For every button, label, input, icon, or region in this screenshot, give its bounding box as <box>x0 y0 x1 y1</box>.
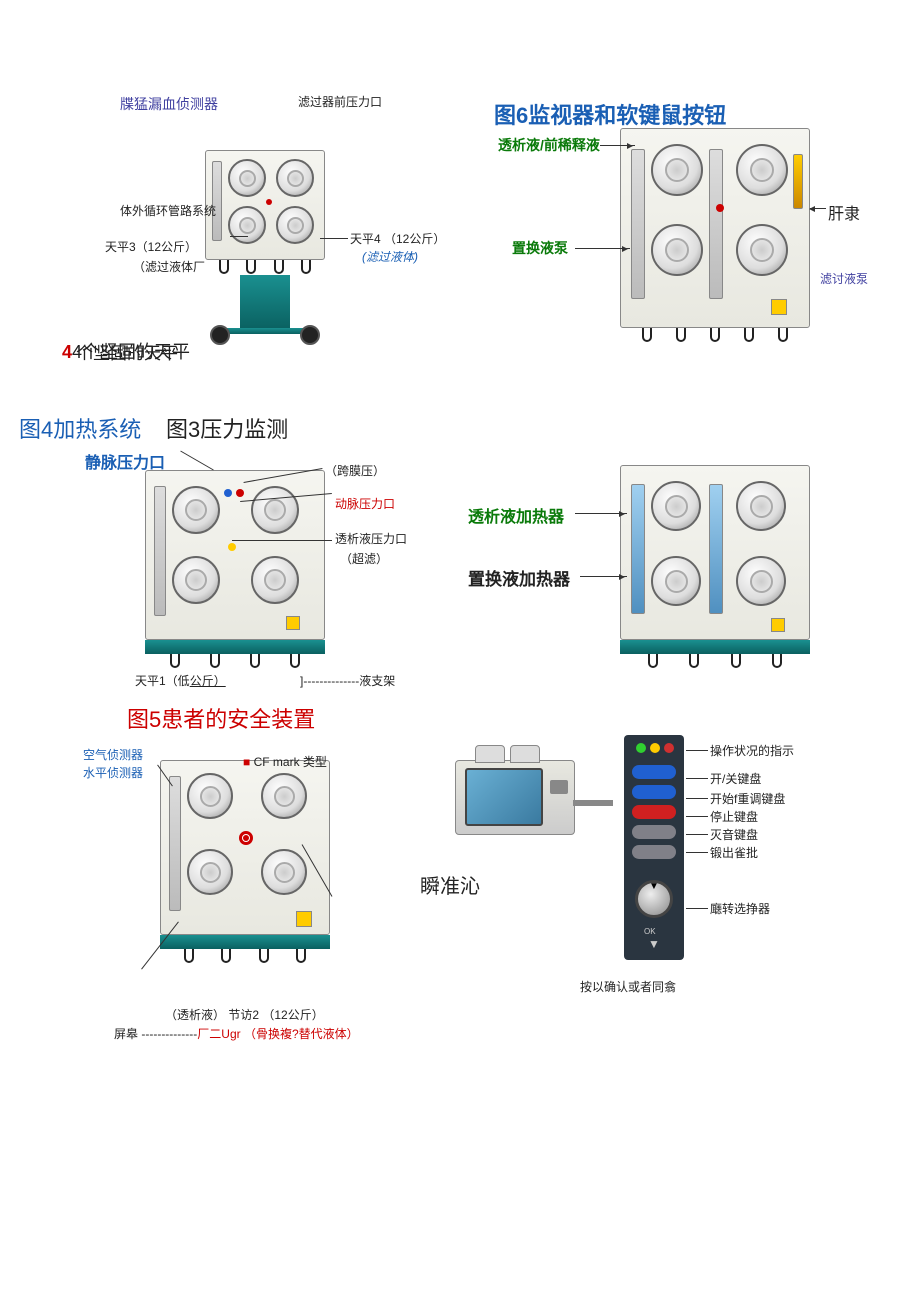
exit-label: 锻出雀批 <box>710 844 758 861</box>
footer-line2: 屏皋 --------------厂二Ugr （骨换複?替代液体） <box>114 1025 359 1042</box>
dialysate-predilution-label: 透析液/前稀释液 <box>498 135 600 155</box>
start-label: 开始f重调键盘 <box>710 790 785 807</box>
status-label: 操作状况的指示 <box>710 742 794 759</box>
fig4-title: 图4加热系统 <box>19 412 141 444</box>
rotary-selector[interactable] <box>635 880 673 918</box>
extracorp-circuit-label: 体外循环管路系统 <box>120 202 216 219</box>
filtrate-pump-label: 滤讨液泵 <box>820 270 868 287</box>
four-scales-text: 个坚固的天平 <box>76 339 178 364</box>
prefilter-pressure-label: 滤过器前压力口 <box>298 93 382 110</box>
rotary-label: 廰转选挣器 <box>710 900 770 917</box>
scale3-label: 天平3（12公斤） <box>105 238 197 255</box>
air-detector-label: 空气侦测器 <box>83 746 143 763</box>
dialysate-port-label: 透析液压力口 <box>335 530 407 547</box>
ultrafilt-label: （超滤） <box>340 550 388 567</box>
fig6-title: 图6监视器和软键鼠按钮 <box>494 98 804 130</box>
fig2-machine <box>620 128 820 348</box>
cf-mark-label: ■ CF mark 类型 <box>243 753 327 770</box>
fig5-machine <box>160 760 340 960</box>
fig4-machine <box>620 465 820 660</box>
venous-port-label: 静脉压力口 <box>85 449 165 473</box>
footer-line1: （透析液） 节访2 （12公斤） <box>165 1006 324 1023</box>
start-button[interactable] <box>632 785 676 799</box>
sub-pump-label: 置换液泵 <box>512 238 568 258</box>
zhun-label: 瞬准沁 <box>420 870 480 899</box>
arterial-port-label: 动脉压力口 <box>335 495 395 512</box>
on-off-label: 开/关键盘 <box>710 770 761 787</box>
stop-label: 停止键盘 <box>710 808 758 825</box>
fig3-title: 图3压力监测 <box>166 412 288 444</box>
tmp-label: （跨膜压） <box>325 462 385 479</box>
leak-detector-label: 牒猛漏血侦测器 <box>120 94 218 114</box>
exit-button[interactable] <box>632 845 676 859</box>
confirm-label: 按以确认或者同翕 <box>580 978 676 995</box>
dialysate-heater-label: 透析液加热器 <box>468 503 564 527</box>
scale1-label: 天平1（低公斤） <box>135 672 226 689</box>
on-off-button[interactable] <box>632 765 676 779</box>
bracket-label: ]--------------液支架 <box>300 672 395 689</box>
mute-button[interactable] <box>632 825 676 839</box>
control-panel: OK ▼ <box>624 735 684 960</box>
fig1-machine <box>205 150 335 350</box>
sub-heater-label: 置换液加热器 <box>468 565 570 590</box>
heparin-label: 肝隶 <box>828 200 860 224</box>
scale4-label: 天平4 （12公斤） <box>350 230 445 247</box>
stop-button[interactable] <box>632 805 676 819</box>
scale3-sub-label: （滤过液体厂 <box>133 258 205 275</box>
level-detector-label: 水平侦测器 <box>83 764 143 781</box>
fig6-console <box>455 740 635 850</box>
mute-label: 灭音键盘 <box>710 826 758 843</box>
scale4-sub-label: (滤过液体) <box>362 248 418 265</box>
fig3-machine <box>145 470 335 660</box>
fig5-title: 图5患者的安全装置 <box>127 702 315 734</box>
